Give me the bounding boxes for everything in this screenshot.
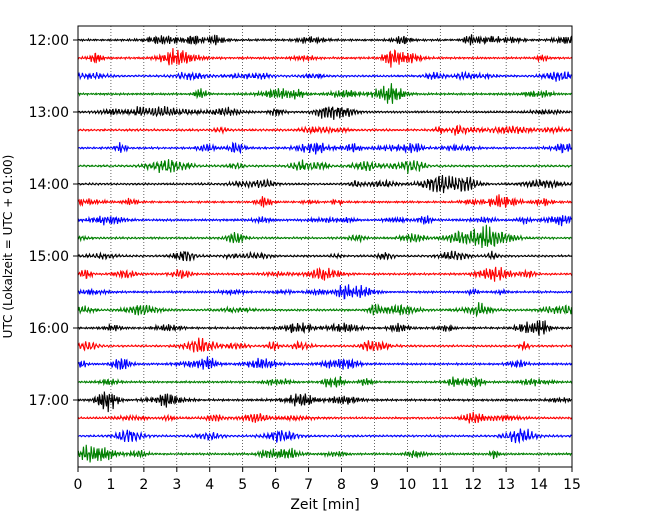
trace-line: [77, 337, 573, 353]
plot-frame: [77, 25, 573, 468]
trace-line: [77, 174, 573, 194]
trace-line: [77, 70, 573, 82]
trace-line: [77, 320, 573, 336]
x-axis-title: Zeit [min]: [290, 497, 359, 513]
x-tick-label: 2: [139, 477, 148, 493]
trace-line: [77, 141, 573, 155]
x-tick-label: 3: [172, 477, 181, 493]
trace-line: [77, 266, 573, 282]
y-tick-label: 12:00: [29, 33, 69, 49]
trace-line: [77, 391, 573, 413]
y-tick-label: 14:00: [29, 177, 69, 193]
trace-line: [77, 83, 573, 104]
x-tick-label: 14: [530, 477, 548, 493]
trace-line: [77, 284, 573, 300]
trace-line: [77, 444, 573, 463]
x-tick-label: 12: [464, 477, 482, 493]
trace-line: [77, 124, 573, 136]
y-axis-title: UTC (Lokalzeit = UTC + 01:00): [1, 155, 15, 339]
x-tick-label: 7: [304, 477, 313, 493]
y-tick-label: 15:00: [29, 249, 69, 265]
x-tick-label: 0: [74, 477, 83, 493]
x-tick-label: 10: [398, 477, 416, 493]
tick-layer: 0 1 2 3 4 5 6 7 8 9 10 11 12 13 14 1512:0013:0014:0015:…: [29, 33, 581, 493]
x-tick-label: 1: [106, 477, 115, 493]
trace-line: [77, 224, 573, 249]
trace-line: [77, 34, 573, 46]
x-tick-label: 13: [497, 477, 515, 493]
y-tick-label: 17:00: [29, 393, 69, 409]
trace-line: [77, 428, 573, 445]
x-tick-label: 11: [431, 477, 449, 493]
x-tick-label: 9: [370, 477, 379, 493]
x-tick-label: 6: [271, 477, 280, 493]
trace-line: [77, 215, 573, 227]
y-tick-label: 16:00: [29, 321, 69, 337]
x-tick-label: 4: [205, 477, 214, 493]
trace-line: [77, 194, 573, 208]
trace-line: [77, 159, 573, 174]
trace-line: [77, 302, 573, 318]
x-tick-label: 15: [563, 477, 581, 493]
trace-line: [77, 250, 573, 262]
x-tick-label: 5: [238, 477, 247, 493]
trace-layer: [77, 34, 573, 463]
trace-line: [77, 48, 573, 68]
trace-line: [77, 105, 573, 120]
trace-line: [77, 356, 573, 370]
trace-line: [77, 376, 573, 388]
x-tick-label: 8: [337, 477, 346, 493]
y-tick-label: 13:00: [29, 105, 69, 121]
trace-line: [77, 411, 573, 424]
